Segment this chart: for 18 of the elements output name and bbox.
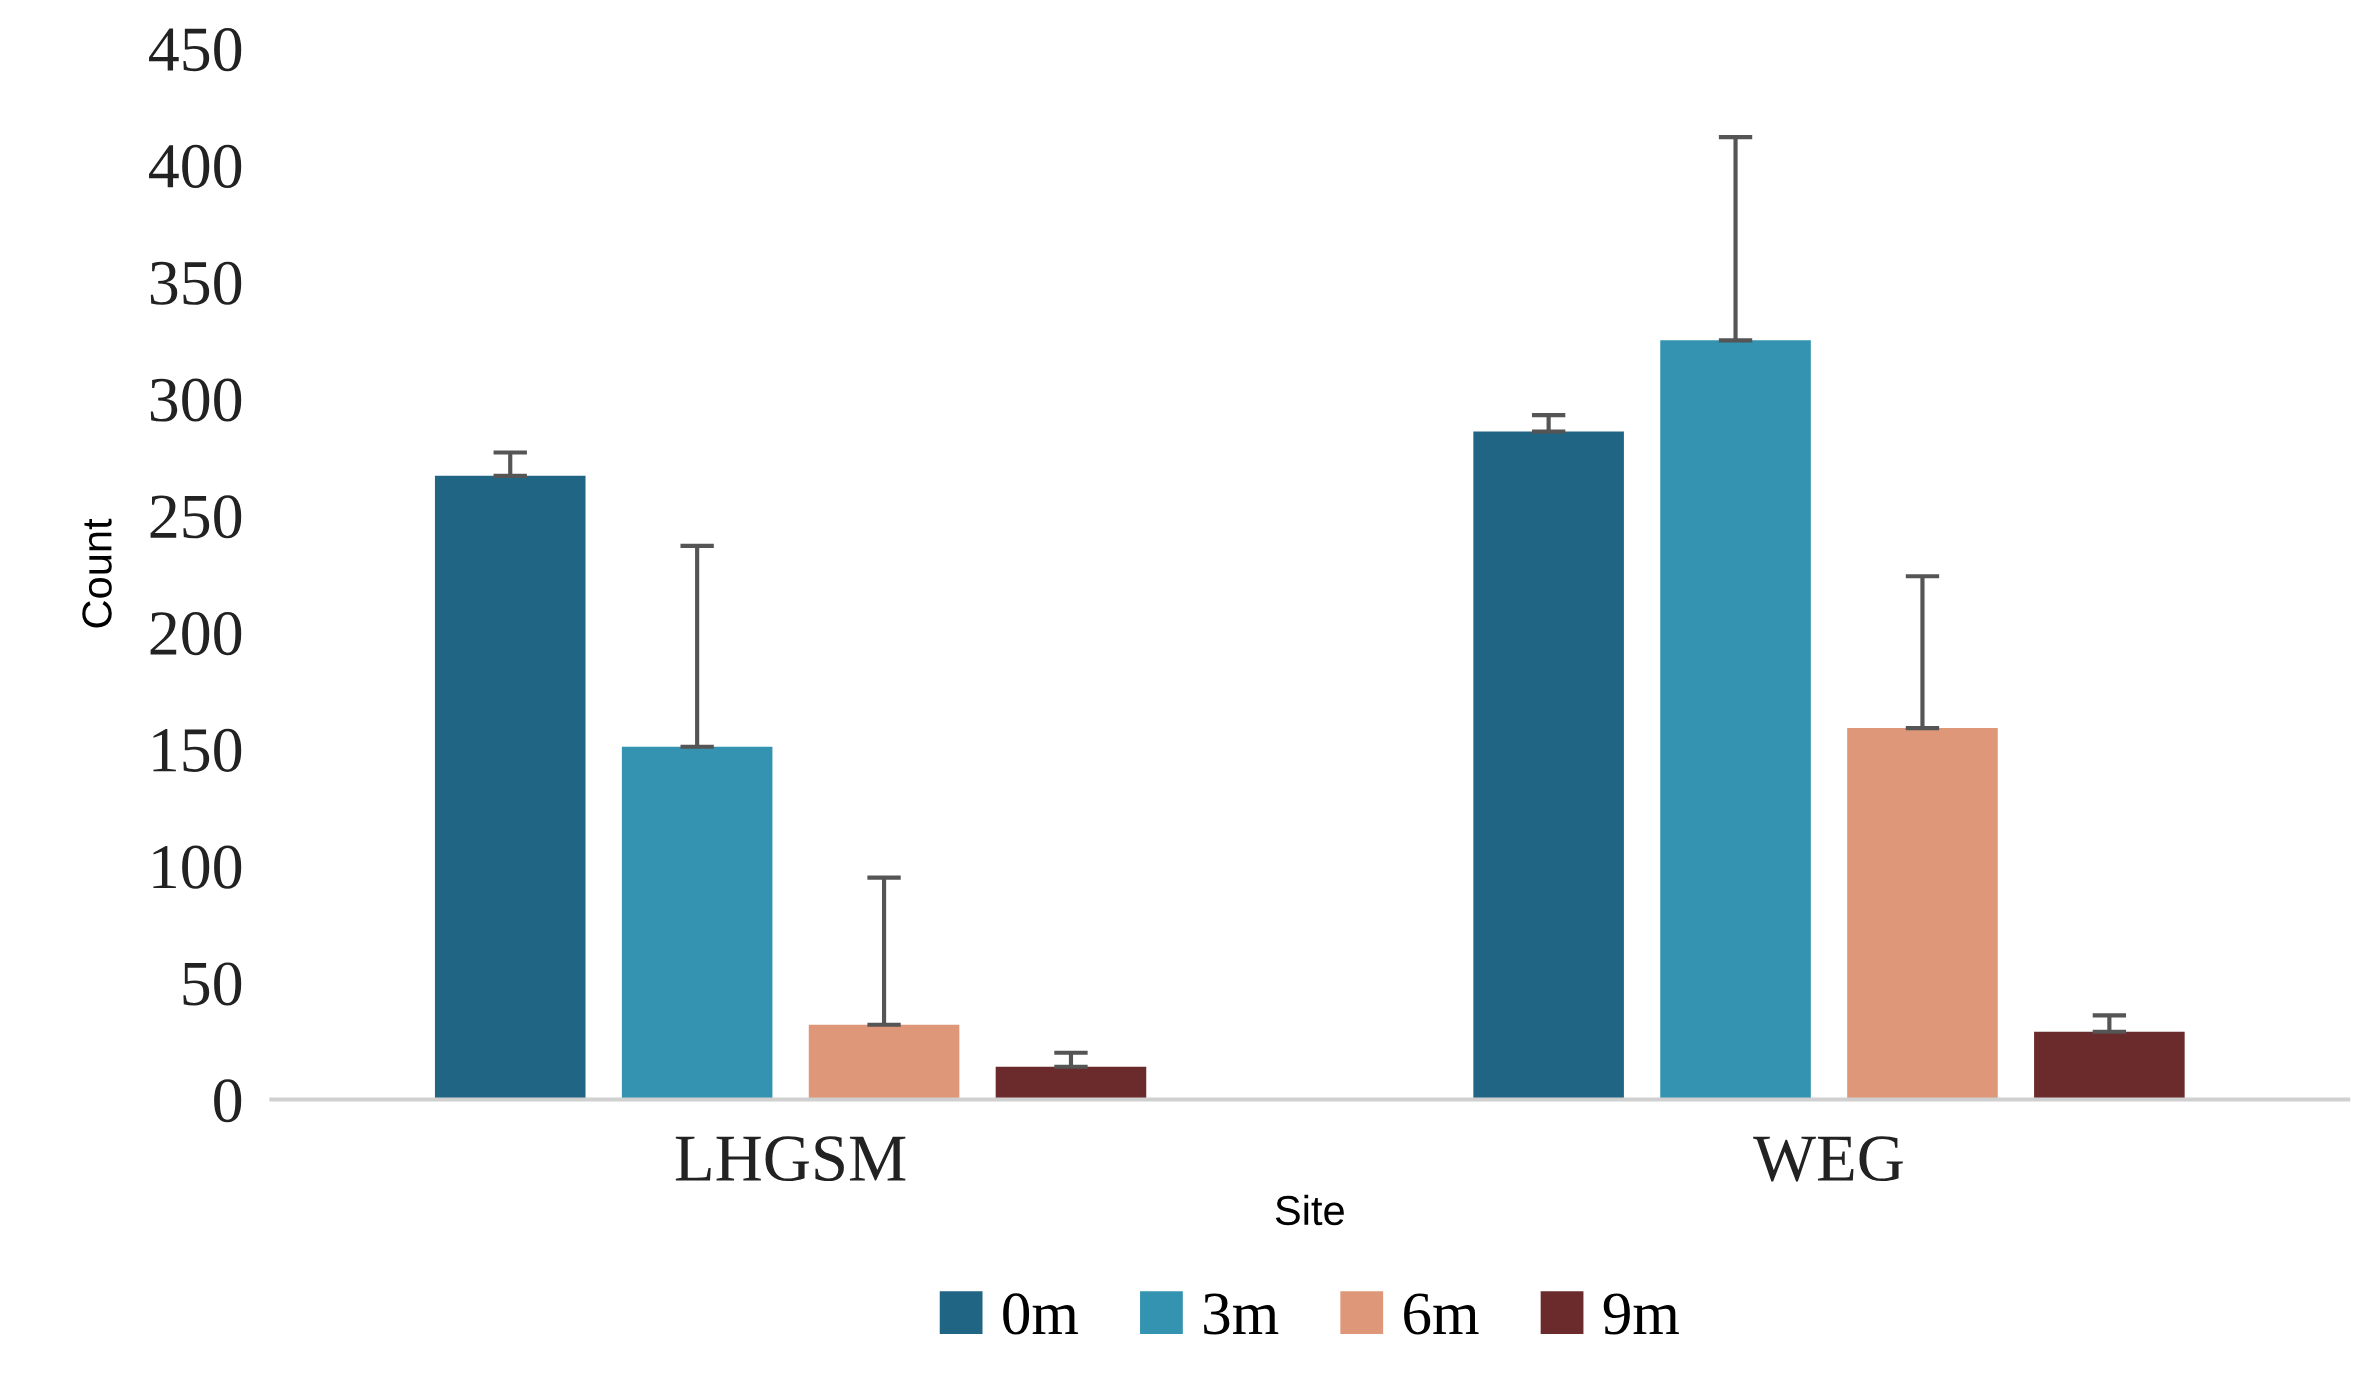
y-tick-label: 300 (150, 378, 242, 422)
y-tick-label: 100 (153, 845, 242, 889)
y-tick-label: 150 (153, 728, 242, 772)
x-tick-label: LHGSM (675, 1136, 906, 1182)
legend-label: 0m (1003, 1293, 1078, 1335)
y-tick-label: 350 (150, 261, 242, 305)
y-tick-label: 50 (183, 962, 242, 1006)
legend-label: 3m (1204, 1293, 1279, 1335)
y-tick-label: 400 (149, 144, 242, 188)
legend-label: 9m (1603, 1293, 1679, 1335)
y-tick-label: 450 (149, 28, 242, 72)
legend-label: 6m (1404, 1293, 1479, 1335)
y-tick-label: 0 (214, 1079, 242, 1123)
y-axis-title: Count (82, 518, 112, 628)
y-tick-label: 250 (150, 495, 242, 539)
y-tick-label: 200 (150, 612, 242, 656)
x-tick-label: WEG (1753, 1136, 1903, 1182)
x-axis-title: Site (1275, 1194, 1344, 1226)
